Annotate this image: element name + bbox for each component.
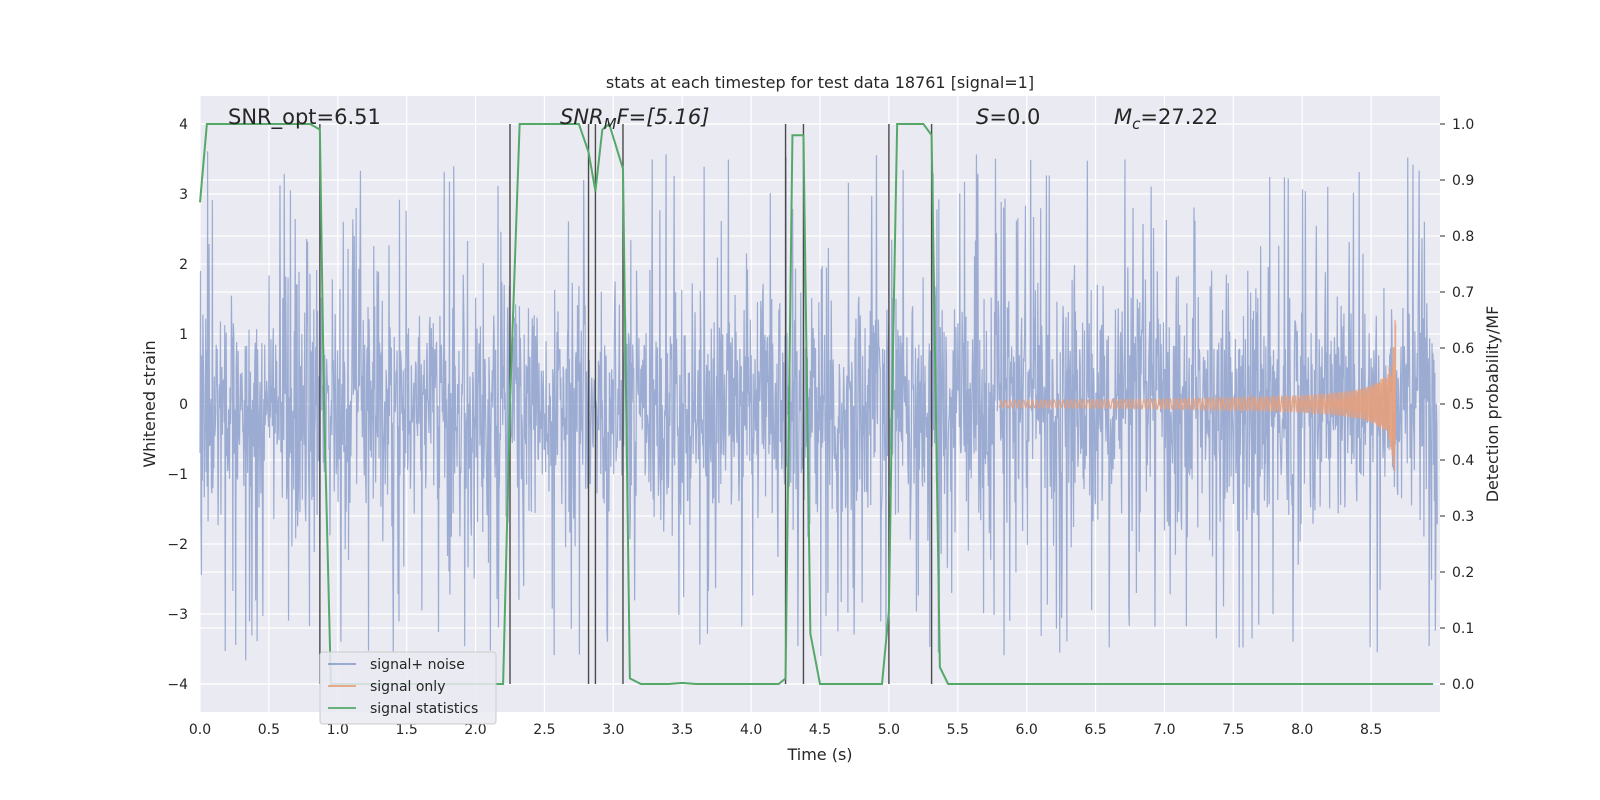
x-tick-label: 4.5 [809, 722, 831, 738]
x-tick-label: 8.0 [1291, 722, 1313, 738]
y-left-tick-label: −1 [167, 467, 188, 483]
annotation-snr-opt: SNR_opt=6.51 [228, 105, 381, 130]
y-right-tick-labels: 0.0 0.1 0.2 0.3 0.4 0.5 0.6 0.7 0.8 0.9 1.0 [1440, 117, 1474, 693]
signal-only-series [998, 320, 1397, 472]
x-tick-label: 2.0 [464, 722, 486, 738]
annotation-mc: Mc=27.22 [1114, 105, 1218, 133]
y-right-tick-label: 0.0 [1452, 677, 1474, 693]
y-left-tick-label: 3 [179, 187, 188, 203]
signal-noise-series [199, 151, 1438, 661]
y-right-tick-label: 0.5 [1452, 397, 1474, 413]
x-tick-label: 5.5 [947, 722, 969, 738]
annotation-s: S=0.0 [976, 105, 1040, 129]
legend-label-signal-only: signal only [370, 679, 445, 695]
y-axis-label-right: Detection probability/MF [1483, 306, 1502, 503]
y-right-tick-label: 1.0 [1452, 117, 1474, 133]
y-left-tick-labels: −4 −3 −2 −1 0 1 2 3 4 [167, 117, 188, 693]
x-axis-label: Time (s) [786, 745, 852, 764]
x-tick-label: 1.5 [396, 722, 418, 738]
x-tick-label: 6.5 [1084, 722, 1106, 738]
x-tick-label: 1.0 [327, 722, 349, 738]
x-tick-labels: 0.0 0.5 1.0 1.5 2.0 2.5 3.0 3.5 4.0 4.5 5.0 5.5 6.0 6… [189, 722, 1382, 738]
y-right-tick-label: 0.9 [1452, 173, 1474, 189]
y-right-tick-label: 0.3 [1452, 509, 1474, 525]
y-right-tick-label: 0.8 [1452, 229, 1474, 245]
legend-label-signal-statistics: signal statistics [370, 701, 478, 717]
x-tick-label: 6.0 [1016, 722, 1038, 738]
x-tick-label: 0.0 [189, 722, 211, 738]
annotation-snr-mf: SNRMF=[5.16] [560, 105, 709, 133]
y-right-tick-label: 0.1 [1452, 621, 1474, 637]
x-tick-label: 2.5 [533, 722, 555, 738]
y-left-tick-label: 1 [179, 327, 188, 343]
y-left-tick-label: 4 [179, 117, 188, 133]
x-tick-label: 7.5 [1222, 722, 1244, 738]
x-tick-label: 3.5 [671, 722, 693, 738]
y-right-tick-label: 0.7 [1452, 285, 1474, 301]
legend-label-signal-noise: signal+ noise [370, 657, 465, 673]
x-tick-label: 7.0 [1153, 722, 1175, 738]
x-tick-label: 3.0 [602, 722, 624, 738]
x-tick-label: 4.0 [740, 722, 762, 738]
x-tick-label: 5.0 [878, 722, 900, 738]
y-axis-label-left: Whitened strain [140, 340, 159, 467]
x-tick-label: 0.5 [258, 722, 280, 738]
x-tick-label: 8.5 [1360, 722, 1382, 738]
y-left-tick-label: −4 [167, 677, 188, 693]
legend-box [319, 651, 497, 725]
y-right-tick-label: 0.2 [1452, 565, 1474, 581]
y-left-tick-label: 0 [179, 397, 188, 413]
signal-noise-line [199, 151, 1438, 661]
y-right-tick-label: 0.6 [1452, 341, 1474, 357]
chart-title: stats at each timestep for test data 187… [606, 73, 1034, 92]
y-right-tick-label: 0.4 [1452, 453, 1474, 469]
signal-only-line [998, 320, 1397, 472]
y-left-tick-label: −2 [167, 537, 188, 553]
y-left-tick-label: −3 [167, 607, 188, 623]
y-left-tick-label: 2 [179, 257, 188, 273]
legend: signal+ noise signal only signal statist… [319, 651, 497, 725]
